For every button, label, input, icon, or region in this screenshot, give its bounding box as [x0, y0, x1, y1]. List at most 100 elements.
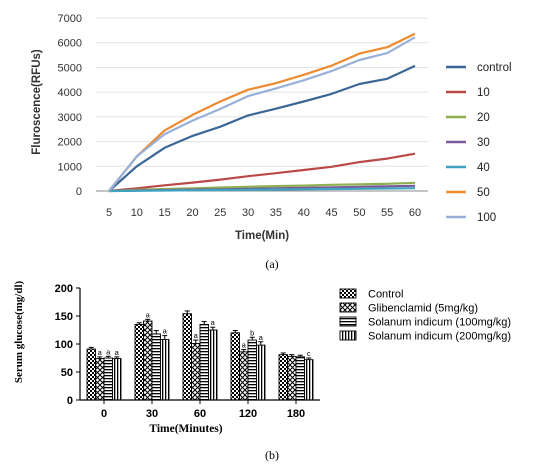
- a-x-tick-label: 45: [325, 207, 337, 219]
- a-x-tick-label: 10: [131, 207, 143, 219]
- a-y-tick-label: 3000: [58, 112, 82, 124]
- b-bar: [112, 358, 122, 401]
- b-x-tick-label: 0: [101, 408, 107, 420]
- a-series-line-10: [108, 152, 416, 193]
- a-x-tick-labels: 5 10 15 20 25 30 35 40 45 50 55 60: [106, 207, 421, 219]
- a-x-tick-label: 60: [409, 207, 421, 219]
- a-y-axis-label: Fluroscence(RFUs): [31, 49, 43, 155]
- b-legend-label: Solanum indicum (100mg/kg): [368, 317, 511, 329]
- b-error-bars: [88, 310, 312, 360]
- b-significance-label: a: [194, 331, 199, 340]
- b-axes: [76, 287, 320, 404]
- b-legend-swatch: [339, 302, 357, 313]
- a-x-tick-label: 35: [270, 207, 282, 219]
- b-bar: [278, 354, 288, 401]
- b-bar: [143, 320, 153, 401]
- b-y-tick-label: 200: [55, 283, 73, 295]
- a-legend-label: control: [477, 62, 512, 74]
- b-x-tick-label: 30: [146, 408, 158, 420]
- b-bar: [295, 356, 305, 401]
- a-y-tick-label: 7000: [58, 13, 82, 25]
- a-y-tick-label: 1000: [58, 161, 82, 173]
- b-bar: [182, 313, 192, 401]
- a-legend-label: 20: [477, 112, 490, 124]
- a-legend-label: 10: [477, 87, 490, 99]
- b-y-axis-label: Serum glucose(mg/dl): [13, 280, 25, 383]
- a-series-lines: [108, 32, 416, 193]
- b-significance-label: a: [115, 348, 120, 357]
- a-legend-label: 100: [477, 212, 496, 224]
- b-y-tick-label: 0: [67, 395, 73, 407]
- b-bar: [151, 333, 161, 401]
- b-legend-swatch: [339, 316, 357, 327]
- a-y-tick-label: 6000: [58, 38, 82, 50]
- a-series-line-100: [108, 36, 416, 192]
- a-x-tick-label: 40: [298, 207, 310, 219]
- b-bar: [86, 348, 96, 401]
- a-x-tick-label: 5: [106, 207, 112, 219]
- b-y-tick-labels: 0 50 100 150 200: [55, 283, 73, 407]
- a-x-tick-label: 50: [353, 207, 365, 219]
- b-significance-label: a: [242, 341, 247, 350]
- b-legend-swatch: [339, 288, 357, 299]
- b-significance-label: a: [146, 310, 151, 319]
- a-series-line-50: [108, 32, 416, 192]
- a-y-tick-label: 4000: [58, 87, 82, 99]
- a-x-tick-label: 20: [186, 207, 198, 219]
- panel-label-b: (b): [265, 448, 279, 462]
- b-bar: [199, 323, 209, 401]
- b-legend-label: Glibenclamid (5mg/kg): [368, 303, 478, 315]
- a-legend-label: 40: [477, 162, 490, 174]
- b-significance-label: a: [163, 327, 168, 336]
- b-bar: [134, 323, 144, 401]
- b-bar: [230, 332, 240, 401]
- b-bar: [256, 344, 266, 401]
- a-x-axis-label: Time(Min): [235, 230, 289, 242]
- b-y-tick-label: 150: [55, 311, 73, 323]
- a-x-tick-label: 55: [381, 207, 393, 219]
- b-significance-label: a: [259, 333, 264, 342]
- b-significance-label: c: [307, 349, 311, 358]
- b-significance-label: a: [106, 347, 111, 356]
- b-legend-label: Solanum indicum (200mg/kg): [368, 331, 511, 343]
- b-bars: [86, 313, 314, 401]
- b-bar: [239, 351, 249, 401]
- b-legend-label: Control: [368, 289, 403, 301]
- a-x-tick-label: 15: [159, 207, 171, 219]
- a-series-line-40: [108, 187, 416, 193]
- b-bar: [247, 339, 257, 401]
- b-x-tick-label: 120: [239, 408, 257, 420]
- a-legend-label: 30: [477, 137, 490, 149]
- b-x-axis-label: Time(Minutes): [149, 423, 222, 435]
- b-bar: [287, 355, 297, 401]
- b-significance-label: b: [250, 328, 254, 337]
- b-x-tick-labels: 0 30 60 120 180: [101, 408, 305, 420]
- line-chart-panel: 0 1000 2000 3000 4000 5000 6000 7000 5 10 15 20 25 3…: [31, 13, 512, 271]
- b-legend-swatch: [339, 330, 357, 341]
- a-y-tick-label: 2000: [58, 137, 82, 149]
- panel-label-a: (a): [265, 257, 278, 271]
- a-y-tick-labels: 0 1000 2000 3000 4000 5000 6000 7000: [58, 13, 82, 198]
- b-significance-label: a: [211, 318, 216, 327]
- a-y-tick-label: 0: [76, 186, 82, 198]
- a-x-tick-label: 30: [242, 207, 254, 219]
- b-x-tick-label: 180: [287, 408, 305, 420]
- b-significance-label: a: [98, 348, 103, 357]
- b-bar: [191, 342, 201, 401]
- b-y-tick-label: 50: [61, 367, 73, 379]
- a-legend: control 10 20 30 40 50 100: [446, 62, 512, 224]
- b-y-tick-label: 100: [55, 339, 73, 351]
- a-x-tick-label: 25: [214, 207, 226, 219]
- b-legend: Control Glibenclamid (5mg/kg) Solanum indi…: [339, 288, 511, 343]
- b-bar: [95, 358, 105, 401]
- a-series-line-control: [108, 64, 416, 192]
- b-bar: [304, 359, 314, 401]
- b-bar: [160, 339, 170, 401]
- a-y-tick-label: 5000: [58, 62, 82, 74]
- b-x-tick-label: 60: [194, 408, 206, 420]
- b-bar: [103, 357, 113, 401]
- b-bar: [208, 329, 218, 401]
